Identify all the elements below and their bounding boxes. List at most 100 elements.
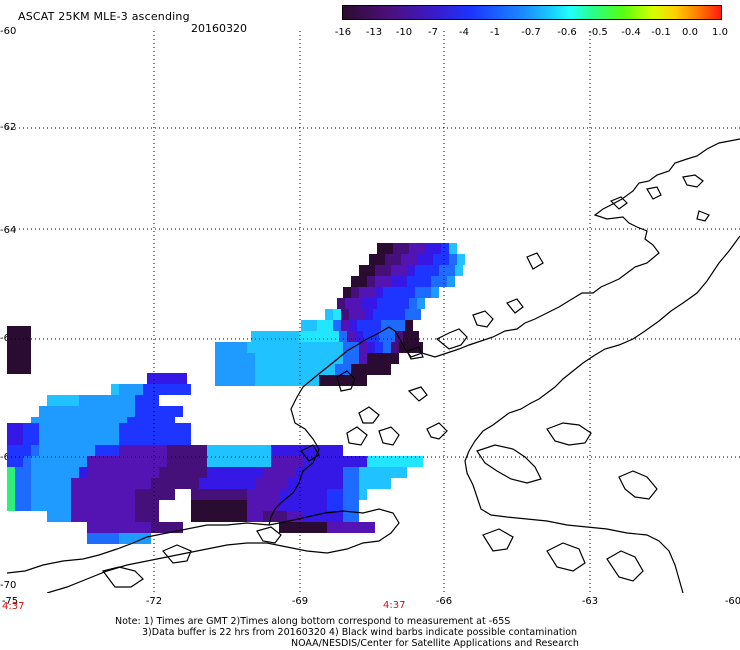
data-cell	[95, 489, 103, 500]
data-cell	[335, 375, 343, 386]
data-cell	[119, 417, 127, 428]
data-cell	[135, 434, 143, 445]
data-cell	[415, 287, 423, 298]
data-cell	[271, 445, 279, 456]
data-cell	[351, 478, 359, 489]
data-cell	[175, 384, 183, 395]
data-cell	[335, 522, 343, 533]
data-cell	[151, 522, 159, 533]
data-cell	[231, 467, 239, 478]
data-cell	[95, 467, 103, 478]
lon-label: -69	[291, 596, 309, 607]
data-cell	[63, 406, 71, 417]
data-cell	[447, 276, 455, 287]
data-cell	[303, 353, 311, 364]
data-cell	[323, 331, 331, 342]
data-cell	[303, 478, 311, 489]
data-cell	[377, 298, 385, 309]
data-cell	[303, 522, 311, 533]
data-cell	[15, 467, 23, 478]
data-cell	[351, 276, 359, 287]
data-cell	[111, 478, 119, 489]
data-cell	[405, 320, 413, 331]
data-cell	[23, 478, 31, 489]
data-cell	[39, 500, 47, 511]
data-cell	[39, 478, 47, 489]
data-cell	[439, 276, 447, 287]
data-cell	[271, 456, 279, 467]
data-cell	[175, 467, 183, 478]
data-cell	[171, 373, 179, 384]
graticule	[7, 31, 740, 593]
data-cell	[303, 489, 311, 500]
data-cell	[399, 456, 407, 467]
data-cell	[343, 364, 351, 375]
data-cell	[135, 395, 143, 406]
data-cell	[383, 467, 391, 478]
data-cell	[151, 417, 159, 428]
data-cell	[15, 489, 23, 500]
data-cell	[15, 423, 23, 434]
colorbar-label: -0.1	[651, 27, 671, 38]
data-cell	[367, 276, 375, 287]
data-cell	[143, 511, 151, 522]
data-cell	[255, 353, 263, 364]
data-cell	[151, 395, 159, 406]
data-cell	[351, 342, 359, 353]
data-cell	[383, 276, 391, 287]
data-cell	[359, 467, 367, 478]
data-cell	[263, 511, 271, 522]
data-cell	[303, 467, 311, 478]
data-cell	[143, 533, 151, 544]
data-cell	[279, 375, 287, 386]
data-cell	[151, 423, 159, 434]
data-cell	[79, 478, 87, 489]
data-cell	[375, 353, 383, 364]
data-cell	[373, 320, 381, 331]
coastline	[7, 138, 740, 593]
data-cell	[231, 375, 239, 386]
data-cell	[215, 467, 223, 478]
data-cell	[373, 309, 381, 320]
data-cell	[71, 456, 79, 467]
data-cell	[71, 467, 79, 478]
data-cell	[127, 511, 135, 522]
data-cell	[327, 364, 335, 375]
data-cell	[375, 364, 383, 375]
data-cell	[255, 456, 263, 467]
data-cell	[215, 478, 223, 489]
data-cell	[327, 522, 335, 533]
data-cell	[135, 445, 143, 456]
data-cell	[311, 489, 319, 500]
data-cell	[79, 511, 87, 522]
data-cell	[71, 478, 79, 489]
data-cell	[307, 331, 315, 342]
data-cell	[399, 276, 407, 287]
data-cell	[215, 511, 223, 522]
data-cell	[103, 423, 111, 434]
data-cell	[393, 243, 401, 254]
data-cell	[327, 456, 335, 467]
data-cell	[319, 342, 327, 353]
data-cell	[341, 320, 349, 331]
data-cell	[127, 445, 135, 456]
data-cell	[39, 417, 47, 428]
data-cell	[111, 434, 119, 445]
data-cell	[375, 478, 383, 489]
colorbar-label: -0.6	[557, 27, 577, 38]
data-cell	[135, 533, 143, 544]
data-cell	[303, 375, 311, 386]
data-cell	[391, 287, 399, 298]
data-cell	[163, 373, 171, 384]
data-cell	[103, 489, 111, 500]
data-cell	[183, 467, 191, 478]
data-cell	[335, 467, 343, 478]
data-cell	[95, 434, 103, 445]
data-cell	[87, 511, 95, 522]
data-cell	[365, 309, 373, 320]
data-cell	[351, 456, 359, 467]
data-cell	[127, 500, 135, 511]
data-cell	[287, 522, 295, 533]
data-cell	[449, 254, 457, 265]
data-cell	[79, 445, 87, 456]
